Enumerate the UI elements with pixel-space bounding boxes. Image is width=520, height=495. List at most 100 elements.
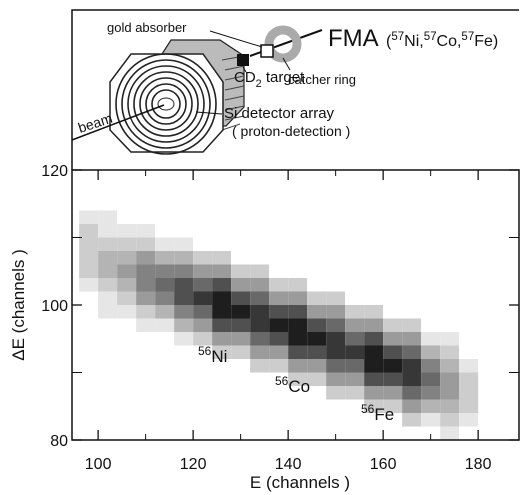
heat-cell (250, 305, 270, 319)
heat-cell (402, 237, 422, 251)
heat-cell (269, 359, 289, 373)
heat-cell (421, 278, 441, 292)
heat-cell (440, 332, 460, 346)
heat-cell (326, 264, 346, 278)
heat-cell (212, 332, 232, 346)
heat-cell (307, 251, 327, 265)
heat-cell (174, 264, 194, 278)
heat-cell (459, 345, 479, 359)
heat-cell (326, 386, 346, 400)
heat-cell (155, 170, 175, 184)
heat-cell (326, 251, 346, 265)
text-part: target (262, 69, 305, 86)
heat-cell (212, 278, 232, 292)
heat-cell (231, 237, 251, 251)
heat-cell (193, 332, 213, 346)
heat-cell (117, 264, 137, 278)
heat-cell (440, 251, 460, 265)
heat-cell (459, 183, 479, 197)
heat-cell (459, 237, 479, 251)
heat-cell (174, 305, 194, 319)
heat-cell (326, 399, 346, 413)
heat-cell (174, 426, 194, 440)
heat-cell (79, 264, 99, 278)
heat-cell (459, 332, 479, 346)
heat-cell (288, 413, 308, 427)
catcher-ring-label: catcher ring (288, 72, 356, 87)
heat-cell (212, 291, 232, 305)
heat-cell (136, 318, 156, 332)
fma-label: FMA (328, 25, 379, 52)
element-symbol: Fe (374, 405, 394, 424)
heat-cell (364, 264, 384, 278)
heat-cell (269, 426, 289, 440)
heat-cell (269, 183, 289, 197)
heat-cell (345, 170, 365, 184)
heat-cell (231, 183, 251, 197)
heat-cell (383, 291, 403, 305)
heat-cell (250, 237, 270, 251)
heat-cell (459, 251, 479, 265)
heat-cell (155, 251, 175, 265)
heat-cell (193, 345, 213, 359)
heat-cell (193, 210, 213, 224)
text-part: 57 (461, 31, 474, 43)
heat-cell (250, 399, 270, 413)
heat-cell (174, 359, 194, 373)
heat-cell (326, 237, 346, 251)
heat-cell (174, 318, 194, 332)
heat-cell (402, 386, 422, 400)
heat-cell (117, 237, 137, 251)
heat-cell (212, 251, 232, 265)
heat-cell (136, 224, 156, 238)
heat-cell (250, 251, 270, 265)
heat-cell (136, 345, 156, 359)
heat-cell (231, 210, 251, 224)
heat-cell (193, 237, 213, 251)
heat-cell (307, 359, 327, 373)
heat-cell (440, 197, 460, 211)
heat-cell (326, 224, 346, 238)
heat-cell (193, 170, 213, 184)
detector-drawing (71, 25, 323, 155)
heat-cell (117, 197, 137, 211)
heat-cell (421, 224, 441, 238)
heat-cell (345, 332, 365, 346)
heat-cell (98, 278, 118, 292)
heat-cell (288, 318, 308, 332)
heat-cell (364, 237, 384, 251)
heat-cell (383, 224, 403, 238)
heat-cell (155, 345, 175, 359)
heat-cell (345, 224, 365, 238)
heat-cell (326, 426, 346, 440)
heat-cell (345, 183, 365, 197)
heat-cell (174, 224, 194, 238)
heat-cell (269, 332, 289, 346)
heat-cell (383, 305, 403, 319)
heat-cell (174, 251, 194, 265)
heat-cell (402, 278, 422, 292)
heat-cell (421, 264, 441, 278)
heat-cell (79, 210, 99, 224)
heat-cell (269, 372, 289, 386)
heat-cell (193, 318, 213, 332)
heat-cell (136, 183, 156, 197)
heat-cell (193, 372, 213, 386)
heat-cell (250, 332, 270, 346)
heat-cell (79, 332, 99, 346)
heat-cell (383, 170, 403, 184)
heat-cell (98, 399, 118, 413)
heat-cell (307, 318, 327, 332)
heat-cell (212, 386, 232, 400)
heat-cell (364, 278, 384, 292)
heat-cell (345, 372, 365, 386)
text-part: 57 (424, 31, 437, 43)
heat-cell (383, 372, 403, 386)
target-label: CD2 target (234, 69, 305, 90)
heat-cell (117, 210, 137, 224)
heat-cell (364, 372, 384, 386)
heat-cell (136, 170, 156, 184)
gold-absorber-label: gold absorber (107, 20, 187, 35)
heat-cell (250, 372, 270, 386)
heat-cell (117, 359, 137, 373)
